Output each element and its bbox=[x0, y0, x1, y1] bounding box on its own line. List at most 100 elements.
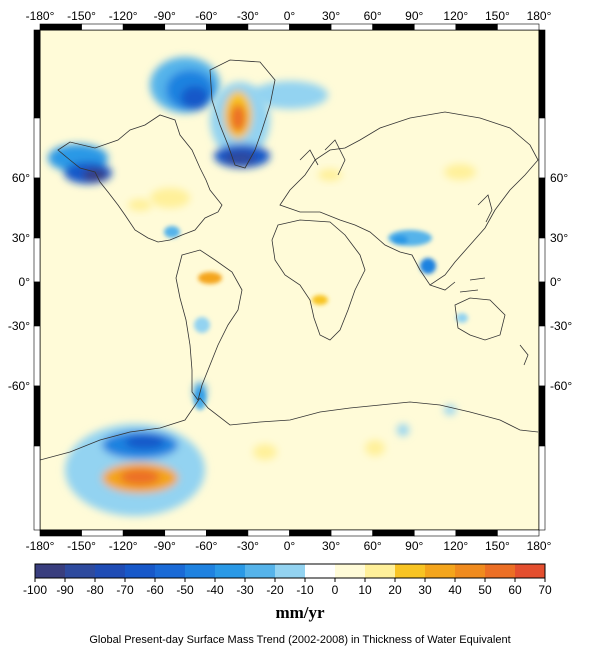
lon-tick-label: 0° bbox=[284, 9, 296, 23]
frame-segment bbox=[289, 23, 332, 31]
africa-coast bbox=[271, 219, 366, 341]
frame-segment bbox=[413, 529, 457, 537]
colorbar-tick-label: -70 bbox=[116, 583, 134, 597]
colorbar-swatch bbox=[185, 564, 215, 578]
lat-tick-label: -30° bbox=[8, 319, 30, 333]
lat-tick-label: -60° bbox=[8, 379, 30, 393]
siberia-anomaly bbox=[444, 164, 476, 180]
north-america-anomaly bbox=[128, 199, 152, 211]
frame-segment bbox=[33, 117, 41, 179]
frame-segment bbox=[164, 529, 207, 537]
greenland-anomaly bbox=[210, 82, 270, 168]
frame-segment bbox=[497, 529, 540, 537]
frame-segment bbox=[247, 23, 290, 31]
lon-tick-label: -60° bbox=[195, 539, 217, 553]
frame-segment bbox=[33, 237, 41, 283]
colorbar-swatch bbox=[515, 564, 545, 578]
colorbar-tick-label: -30 bbox=[236, 583, 254, 597]
colorbar-swatch bbox=[215, 564, 245, 578]
figure-caption: Global Present-day Surface Mass Trend (2… bbox=[89, 634, 511, 646]
north-america-coast bbox=[57, 114, 223, 243]
lon-ticks-bottom: -180° -150° -120° -90° -60° -30° 0° 30° 60° 90° 12… bbox=[26, 539, 552, 553]
lon-tick-label: -180° bbox=[26, 539, 55, 553]
frame-segment bbox=[33, 29, 41, 119]
lat-ticks-left: 60° 30° 0° -30° -60° bbox=[8, 171, 30, 393]
frame-segment bbox=[206, 23, 249, 31]
colorbar-tick-label: 0 bbox=[332, 583, 339, 597]
frame-segment bbox=[455, 529, 498, 537]
lat-tick-label: -60° bbox=[550, 379, 572, 393]
colorbar-tick-label: -20 bbox=[266, 583, 284, 597]
lat-tick-label: -30° bbox=[550, 319, 572, 333]
frame-right bbox=[538, 29, 546, 531]
colorbar-swatch bbox=[35, 564, 65, 578]
lat-tick-label: 60° bbox=[550, 171, 568, 185]
colorbar-tick-label: 50 bbox=[478, 583, 492, 597]
lon-tick-label: -150° bbox=[67, 539, 96, 553]
coastlines bbox=[40, 59, 539, 461]
frame-top bbox=[39, 23, 540, 31]
frame-segment bbox=[538, 445, 546, 531]
colorbar-tick-label: -10 bbox=[296, 583, 314, 597]
scandinavia-anomaly bbox=[318, 169, 342, 181]
unit-label: mm/yr bbox=[275, 603, 325, 622]
frame-segment bbox=[330, 23, 373, 31]
colorbar-tick-label: -100 bbox=[23, 583, 47, 597]
colorbar-swatch bbox=[485, 564, 515, 578]
frame-segment bbox=[164, 23, 207, 31]
frame-segment bbox=[538, 29, 546, 119]
colorbar-tick-label: 40 bbox=[448, 583, 462, 597]
lon-tick-label: 180° bbox=[527, 9, 552, 23]
colorbar-swatch bbox=[155, 564, 185, 578]
alaska-anomaly bbox=[48, 144, 112, 184]
colorbar-swatch bbox=[275, 564, 305, 578]
lon-tick-label: 60° bbox=[364, 539, 382, 553]
colorbar-swatch bbox=[245, 564, 275, 578]
lon-tick-label: -180° bbox=[26, 9, 55, 23]
colorbar-tick-label: 10 bbox=[358, 583, 372, 597]
africa-anomaly bbox=[312, 295, 328, 305]
lon-tick-label: 30° bbox=[322, 9, 340, 23]
colorbar-swatch bbox=[425, 564, 455, 578]
colorbar-swatch bbox=[335, 564, 365, 578]
lon-tick-label: 150° bbox=[485, 539, 510, 553]
colorbar-swatch bbox=[305, 564, 335, 578]
lon-tick-label: 90° bbox=[405, 9, 423, 23]
south-asia-anomaly bbox=[388, 230, 436, 274]
colorbar-swatch bbox=[125, 564, 155, 578]
anomaly-layer bbox=[48, 57, 476, 516]
australia-coast bbox=[454, 297, 506, 341]
lon-tick-label: -30° bbox=[237, 539, 259, 553]
lon-tick-label: 180° bbox=[527, 539, 552, 553]
new-zealand-coast bbox=[519, 344, 529, 366]
antarctica-coast bbox=[40, 397, 539, 461]
colorbar-tick-label: 20 bbox=[388, 583, 402, 597]
lon-tick-label: 60° bbox=[364, 9, 382, 23]
colorbar-tick-label: -80 bbox=[86, 583, 104, 597]
lon-tick-label: 120° bbox=[443, 9, 468, 23]
frame-segment bbox=[413, 23, 457, 31]
lon-tick-label: -150° bbox=[67, 9, 96, 23]
lat-tick-label: 60° bbox=[12, 171, 30, 185]
lon-tick-label: 90° bbox=[405, 539, 423, 553]
andes-anomaly bbox=[194, 317, 210, 333]
colorbar-tick-label: -40 bbox=[206, 583, 224, 597]
frame-segment bbox=[538, 177, 546, 239]
arctic-archipelago-anomaly bbox=[150, 57, 328, 113]
colorbar-tick-label: 30 bbox=[418, 583, 432, 597]
australia-anomaly bbox=[456, 313, 468, 323]
frame-segment bbox=[33, 445, 41, 531]
lon-tick-label: -120° bbox=[109, 539, 138, 553]
amazon-anomaly bbox=[198, 272, 222, 284]
frame-segment bbox=[538, 325, 546, 387]
colorbar-swatch bbox=[65, 564, 95, 578]
lon-tick-label: -90° bbox=[154, 9, 176, 23]
colorbar: -100 -90 -80 -70 -60 -50 -40 -30 -20 -10 0 10 20 30 40… bbox=[23, 563, 552, 597]
frame-segment bbox=[33, 177, 41, 239]
frame-segment bbox=[372, 23, 415, 31]
frame-segment bbox=[122, 23, 166, 31]
frame-segment bbox=[122, 529, 166, 537]
frame-left bbox=[33, 29, 41, 531]
lat-tick-label: 30° bbox=[550, 231, 568, 245]
colorbar-border bbox=[34, 563, 546, 579]
